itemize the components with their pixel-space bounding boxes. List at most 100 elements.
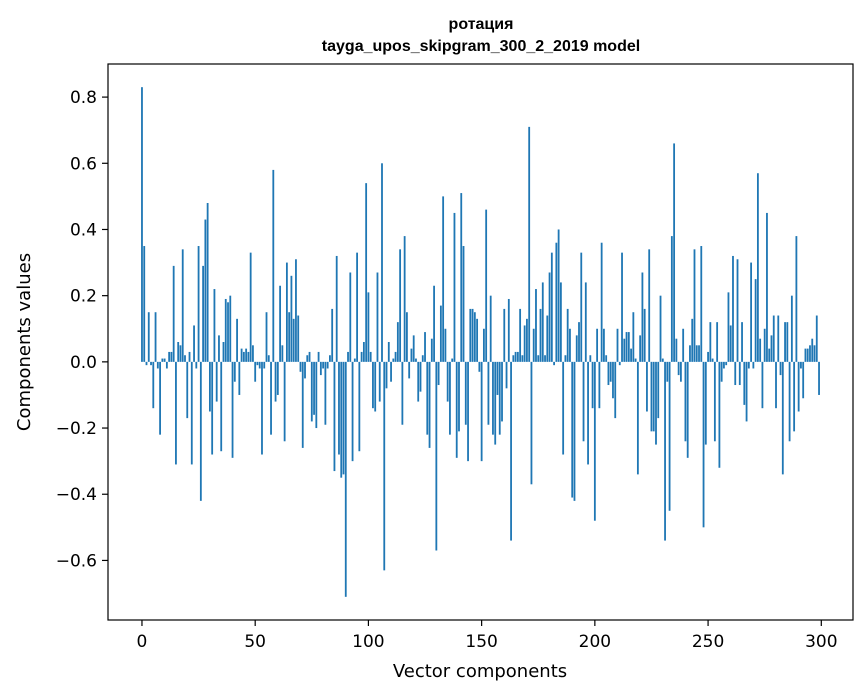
bar-20 <box>186 361 189 419</box>
bar-162 <box>507 298 510 362</box>
bar-45 <box>242 351 245 362</box>
chart-title: ротация <box>449 16 514 33</box>
bar-173 <box>532 328 535 362</box>
bar-21 <box>188 351 191 362</box>
bar-27 <box>202 265 205 362</box>
bar-177 <box>541 282 544 362</box>
bar-16 <box>177 342 180 362</box>
bar-240 <box>684 361 687 442</box>
bar-132 <box>439 305 442 362</box>
bar-85 <box>333 361 336 472</box>
bar-111 <box>392 358 395 362</box>
plot-frame <box>107 63 854 621</box>
bar-267 <box>745 361 748 422</box>
bar-255 <box>718 361 721 468</box>
x-tick-label: 50 <box>244 632 266 652</box>
bar-186 <box>562 361 565 455</box>
bar-86 <box>335 255 338 362</box>
bar-17 <box>179 345 182 362</box>
bar-42 <box>236 318 238 362</box>
bar-213 <box>623 338 626 362</box>
bar-29 <box>206 203 209 362</box>
bar-114 <box>399 249 402 362</box>
bar-246 <box>698 345 700 362</box>
bar-136 <box>449 361 451 435</box>
bar-206 <box>607 361 610 386</box>
bar-169 <box>523 325 526 362</box>
bar-251 <box>709 322 712 362</box>
bar-274 <box>761 361 764 409</box>
bar-57 <box>270 361 272 435</box>
y-tick-label: −0.4 <box>56 485 97 505</box>
bar-222 <box>643 308 646 362</box>
bar-48 <box>249 252 252 362</box>
bar-229 <box>659 295 662 362</box>
bar-257 <box>723 361 725 369</box>
bar-226 <box>652 361 655 432</box>
x-tick-label: 200 <box>579 632 611 652</box>
bar-91 <box>347 351 349 362</box>
bar-234 <box>670 236 673 362</box>
bar-145 <box>469 308 472 362</box>
bar-68 <box>295 259 297 362</box>
bar-33 <box>215 361 218 402</box>
bar-87 <box>338 361 340 455</box>
bar-79 <box>319 361 322 376</box>
bar-28 <box>204 219 207 362</box>
bar-290 <box>797 361 800 412</box>
bar-90 <box>344 361 347 597</box>
bar-239 <box>682 328 685 362</box>
y-tick-label: −0.6 <box>56 551 97 571</box>
bar-285 <box>786 322 789 362</box>
bar-256 <box>720 361 723 382</box>
bar-208 <box>612 361 614 399</box>
bar-95 <box>356 252 358 362</box>
bar-207 <box>609 361 612 382</box>
bar-133 <box>442 196 445 362</box>
bar-59 <box>274 361 277 402</box>
x-axis-label: Vector components <box>393 661 567 682</box>
bar-44 <box>240 348 243 362</box>
bar-273 <box>759 338 762 362</box>
bar-248 <box>702 361 705 528</box>
bar-71 <box>301 361 304 448</box>
bar-155 <box>492 361 494 435</box>
bar-270 <box>752 361 755 369</box>
bar-245 <box>695 345 698 362</box>
bar-181 <box>550 252 553 362</box>
bar-252 <box>711 358 714 362</box>
bar-19 <box>184 355 186 362</box>
bar-49 <box>252 345 254 362</box>
bar-122 <box>417 361 420 402</box>
bar-205 <box>605 355 608 362</box>
bar-141 <box>460 193 463 362</box>
bar-152 <box>485 209 488 362</box>
bars-group <box>141 87 820 597</box>
bar-232 <box>666 361 669 382</box>
bar-266 <box>743 361 746 405</box>
bar-64 <box>285 262 288 362</box>
bar-81 <box>324 361 327 425</box>
bar-116 <box>403 236 406 362</box>
y-tick-label: 0.2 <box>70 287 97 307</box>
bar-47 <box>247 351 250 362</box>
bar-277 <box>768 348 771 362</box>
bar-50 <box>254 361 257 382</box>
bar-160 <box>503 308 506 362</box>
bar-76 <box>313 361 315 415</box>
bar-275 <box>763 328 766 362</box>
bar-189 <box>569 328 571 362</box>
bar-2 <box>145 361 148 366</box>
bar-253 <box>713 361 716 442</box>
bar-96 <box>358 361 361 452</box>
bar-293 <box>804 348 807 362</box>
bar-175 <box>537 355 540 362</box>
bar-67 <box>292 318 295 362</box>
bar-43 <box>238 361 241 395</box>
bar-243 <box>691 318 694 362</box>
bar-149 <box>478 361 481 372</box>
bar-209 <box>614 361 617 419</box>
bar-72 <box>304 361 306 379</box>
bar-103 <box>374 361 377 412</box>
bar-287 <box>790 295 793 362</box>
